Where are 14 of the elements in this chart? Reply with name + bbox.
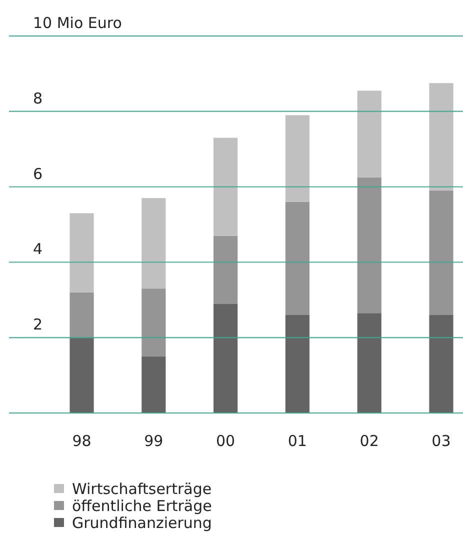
legend-label: Grundfinanzierung [72,514,212,532]
x-tick-label: 02 [360,432,379,450]
x-tick-label: 01 [288,432,307,450]
x-tick-label: 99 [144,432,164,450]
x-tick-label: 03 [432,432,451,450]
y-tick-label: 2 [33,316,43,334]
legend-label: öffentliche Erträge [72,497,212,515]
legend-label: Wirtschaftserträge [72,480,212,498]
y-tick-label: 4 [33,240,43,258]
y-tick-label: 6 [33,164,43,183]
y-tick-label: 10 Mio Euro [33,14,122,32]
y-tick-label: 8 [33,89,43,108]
x-tick-label: 98 [72,432,92,450]
x-tick-label: 00 [216,432,236,450]
